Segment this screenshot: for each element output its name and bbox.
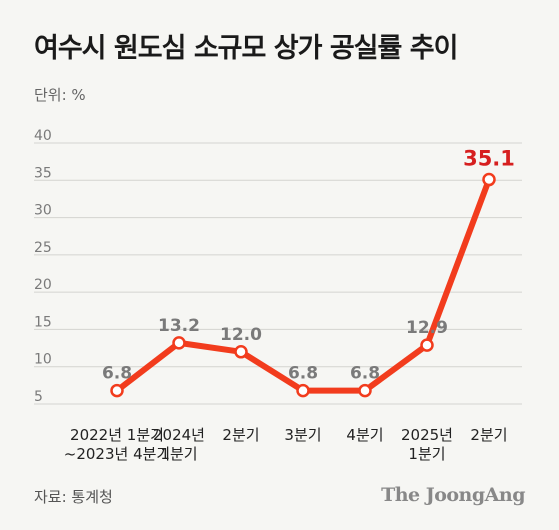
y-tick-label: 5: [34, 389, 43, 405]
data-labels: 6.8 13.2 12.0 6.8 6.8 12.9 35.1: [102, 147, 515, 384]
x-tick-label: 1분기: [160, 445, 197, 463]
y-tick-label: 40: [34, 128, 52, 144]
unit-label: 단위: %: [34, 86, 86, 104]
data-label: 35.1: [463, 147, 515, 171]
data-label: 6.8: [350, 364, 380, 384]
data-label: 12.0: [220, 325, 262, 345]
x-tick-label: 2022년 1분기: [70, 426, 164, 444]
series-line-layer: [114, 176, 492, 394]
data-label: 6.8: [288, 364, 318, 384]
x-tick-label: 2024년: [153, 426, 205, 444]
x-tick-label: ~2023년 4분기: [64, 445, 170, 463]
data-point: [358, 383, 372, 398]
data-point: [482, 172, 496, 187]
y-tick-label: 10: [34, 352, 52, 368]
data-point: [234, 345, 248, 359]
data-points: [110, 172, 496, 398]
data-point: [420, 338, 434, 352]
data-point: [110, 383, 124, 398]
x-tick-label: 2분기: [470, 426, 507, 444]
x-tick-label: 1분기: [408, 445, 445, 463]
chart-title: 여수시 원도심 소규모 상가 공실률 추이: [34, 33, 458, 64]
x-tick-label: 2025년: [401, 426, 453, 444]
source-note: 자료: 통계청: [34, 488, 113, 506]
data-label: 6.8: [102, 364, 132, 384]
x-tick-label: 4분기: [346, 426, 383, 444]
y-tick-label: 35: [34, 165, 52, 181]
data-point: [172, 336, 186, 350]
y-tick-label: 30: [34, 203, 52, 219]
series-line: [114, 176, 492, 394]
grid-layer: [34, 142, 522, 405]
x-tick-label: 3분기: [284, 426, 321, 444]
y-tick-label: 15: [34, 314, 52, 330]
y-tick-label: 20: [34, 277, 52, 293]
y-tick-label: 25: [34, 240, 52, 256]
data-label: 12.9: [406, 318, 448, 338]
x-tick-label: 2분기: [222, 426, 259, 444]
brand-logo: The JoongAng: [381, 484, 525, 506]
data-point: [296, 383, 310, 398]
y-axis-ticks: 5 10 15 20 25 30 35 40: [34, 128, 52, 405]
data-label: 13.2: [158, 316, 200, 336]
line-chart: 5 10 15 20 25 30 35 40 6.8 13.2 12.0 6.8 6.8 12.9 35.…: [34, 128, 522, 463]
